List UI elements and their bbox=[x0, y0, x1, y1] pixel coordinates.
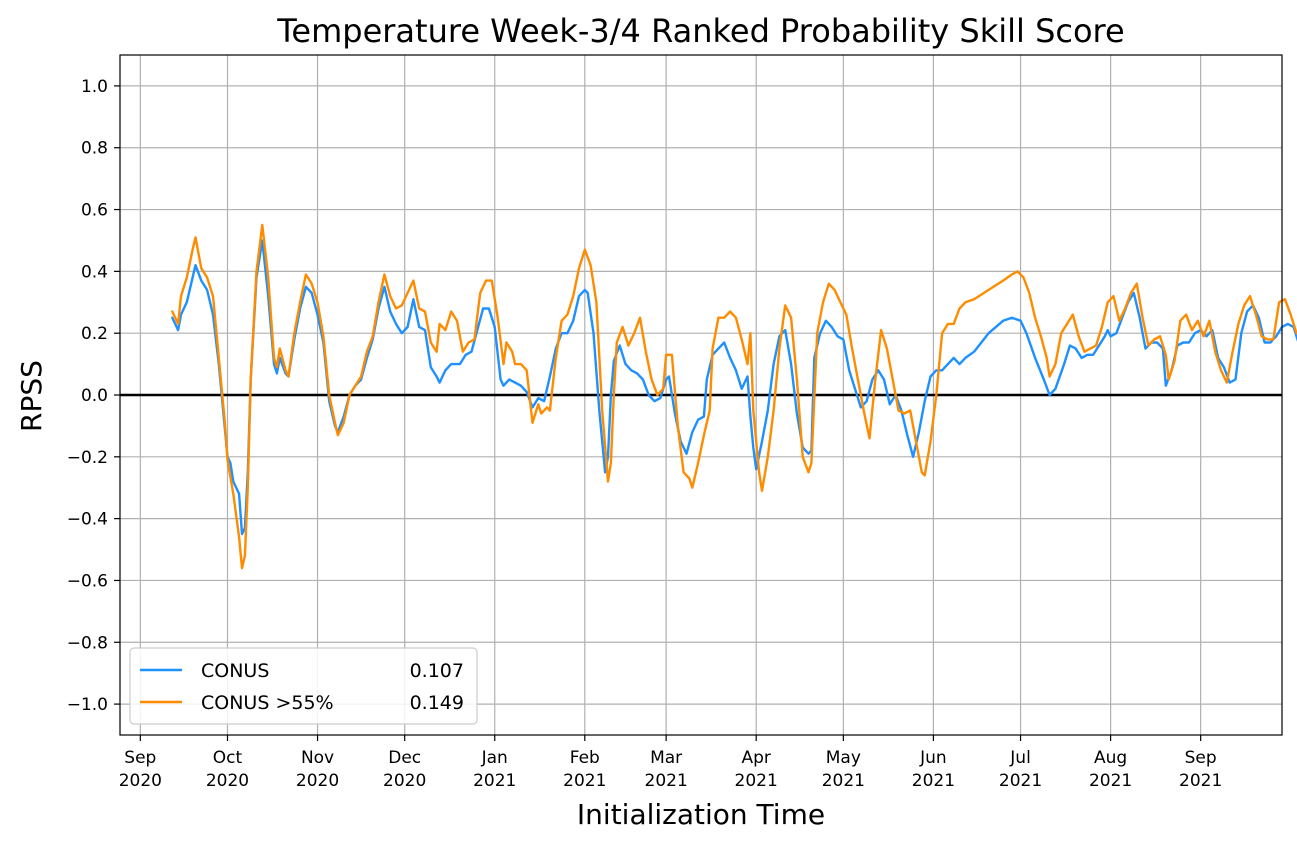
y-tick-label: 0.2 bbox=[81, 324, 108, 344]
x-tick-month-label: Nov bbox=[301, 748, 334, 768]
x-tick-year-label: 2020 bbox=[383, 771, 426, 791]
legend-series-name: CONUS bbox=[201, 660, 269, 682]
legend-box bbox=[129, 647, 478, 725]
x-tick-month-label: Jun bbox=[919, 748, 947, 768]
x-tick-month-label: Apr bbox=[741, 748, 770, 768]
legend-series-value: 0.149 bbox=[410, 692, 464, 714]
x-tick-year-label: 2021 bbox=[735, 771, 778, 791]
x-tick-month-label: Sep bbox=[124, 748, 156, 768]
x-tick-year-label: 2020 bbox=[206, 771, 249, 791]
x-tick-month-label: Mar bbox=[650, 748, 682, 768]
x-tick-year-label: 2021 bbox=[999, 771, 1042, 791]
x-tick-year-label: 2021 bbox=[473, 771, 516, 791]
y-tick-label: −0.6 bbox=[67, 571, 108, 591]
x-axis-title: Initialization Time bbox=[577, 798, 825, 831]
y-tick-label: −0.8 bbox=[67, 633, 108, 653]
x-tick-year-label: 2021 bbox=[1179, 771, 1222, 791]
legend: CONUS 0.107 CONUS >55% 0.149 bbox=[129, 647, 478, 725]
x-tick-year-label: 2020 bbox=[296, 771, 339, 791]
y-tick-label: −0.2 bbox=[67, 448, 108, 468]
x-tick-month-label: Dec bbox=[388, 748, 421, 768]
y-axis-title: RPSS bbox=[15, 360, 48, 432]
x-tick-year-label: 2020 bbox=[119, 771, 162, 791]
series-line-1 bbox=[171, 223, 1297, 570]
y-tick-label: −1.0 bbox=[67, 695, 108, 715]
x-tick-year-label: 2021 bbox=[912, 771, 955, 791]
y-tick-label: 1.0 bbox=[81, 77, 108, 97]
y-axis-ticks: 1.0 0.8 0.6 0.4 0.2 0.0 −0.2 −0.4 −0.6 −0.8 −1.0 bbox=[67, 77, 120, 715]
x-tick-month-label: Jul bbox=[1009, 748, 1031, 768]
x-tick-month-label: May bbox=[826, 748, 861, 768]
y-tick-label: 0.0 bbox=[81, 386, 108, 406]
y-tick-label: 0.6 bbox=[81, 201, 108, 221]
x-tick-month-label: Jan bbox=[481, 748, 508, 768]
series-lines bbox=[171, 223, 1297, 570]
x-axis-ticks: Sep 2020 Oct 2020 Nov 2020 Dec 2020 Jan 2021 Feb 20… bbox=[119, 735, 1222, 791]
x-tick-month-label: Aug bbox=[1094, 748, 1127, 768]
x-tick-month-label: Feb bbox=[570, 748, 600, 768]
y-tick-label: 0.8 bbox=[81, 139, 108, 159]
y-tick-label: 0.4 bbox=[81, 262, 108, 282]
x-tick-year-label: 2021 bbox=[563, 771, 606, 791]
chart-title: Temperature Week-3/4 Ranked Probability … bbox=[276, 12, 1124, 50]
x-tick-year-label: 2021 bbox=[822, 771, 865, 791]
legend-series-value: 0.107 bbox=[410, 660, 464, 682]
y-tick-label: −0.4 bbox=[67, 510, 108, 530]
x-tick-year-label: 2021 bbox=[1089, 771, 1132, 791]
legend-series-name: CONUS >55% bbox=[201, 692, 334, 714]
x-tick-year-label: 2021 bbox=[645, 771, 688, 791]
x-tick-month-label: Sep bbox=[1185, 748, 1217, 768]
x-tick-month-label: Oct bbox=[213, 748, 243, 768]
